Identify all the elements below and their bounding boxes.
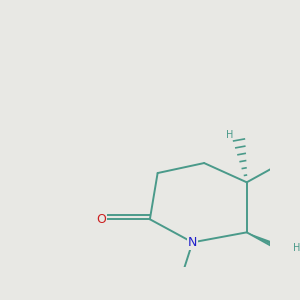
Text: O: O: [96, 213, 106, 226]
Polygon shape: [247, 232, 286, 252]
Text: H: H: [293, 243, 300, 253]
Text: H: H: [226, 130, 233, 140]
Text: N: N: [188, 236, 197, 249]
